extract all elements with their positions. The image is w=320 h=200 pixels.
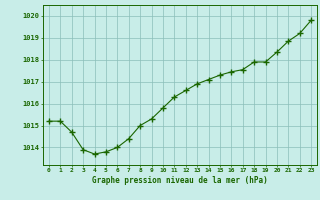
X-axis label: Graphe pression niveau de la mer (hPa): Graphe pression niveau de la mer (hPa) [92,176,268,185]
